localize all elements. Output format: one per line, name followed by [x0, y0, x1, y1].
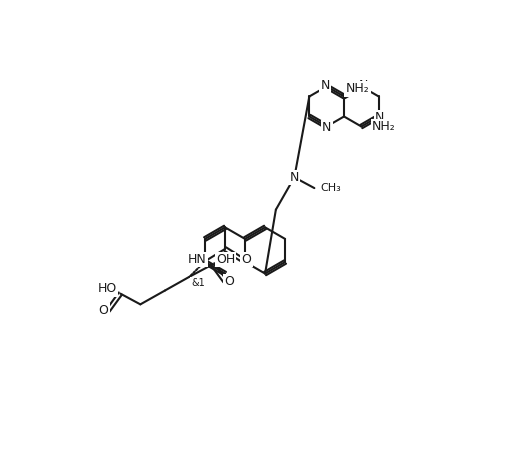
- Text: N: N: [290, 171, 299, 184]
- Text: O: O: [242, 253, 252, 266]
- Text: OH: OH: [216, 253, 235, 266]
- Text: NH₂: NH₂: [345, 82, 369, 95]
- Text: O: O: [98, 304, 108, 317]
- Text: N: N: [320, 79, 330, 92]
- Text: &1: &1: [191, 278, 205, 288]
- Text: N: N: [375, 111, 384, 124]
- Text: N: N: [359, 79, 368, 92]
- Text: CH₃: CH₃: [320, 183, 341, 193]
- Text: HO: HO: [98, 282, 117, 295]
- Text: NH₂: NH₂: [372, 120, 396, 133]
- Text: HN: HN: [188, 253, 207, 266]
- Text: N: N: [322, 121, 331, 134]
- Text: O: O: [225, 275, 234, 288]
